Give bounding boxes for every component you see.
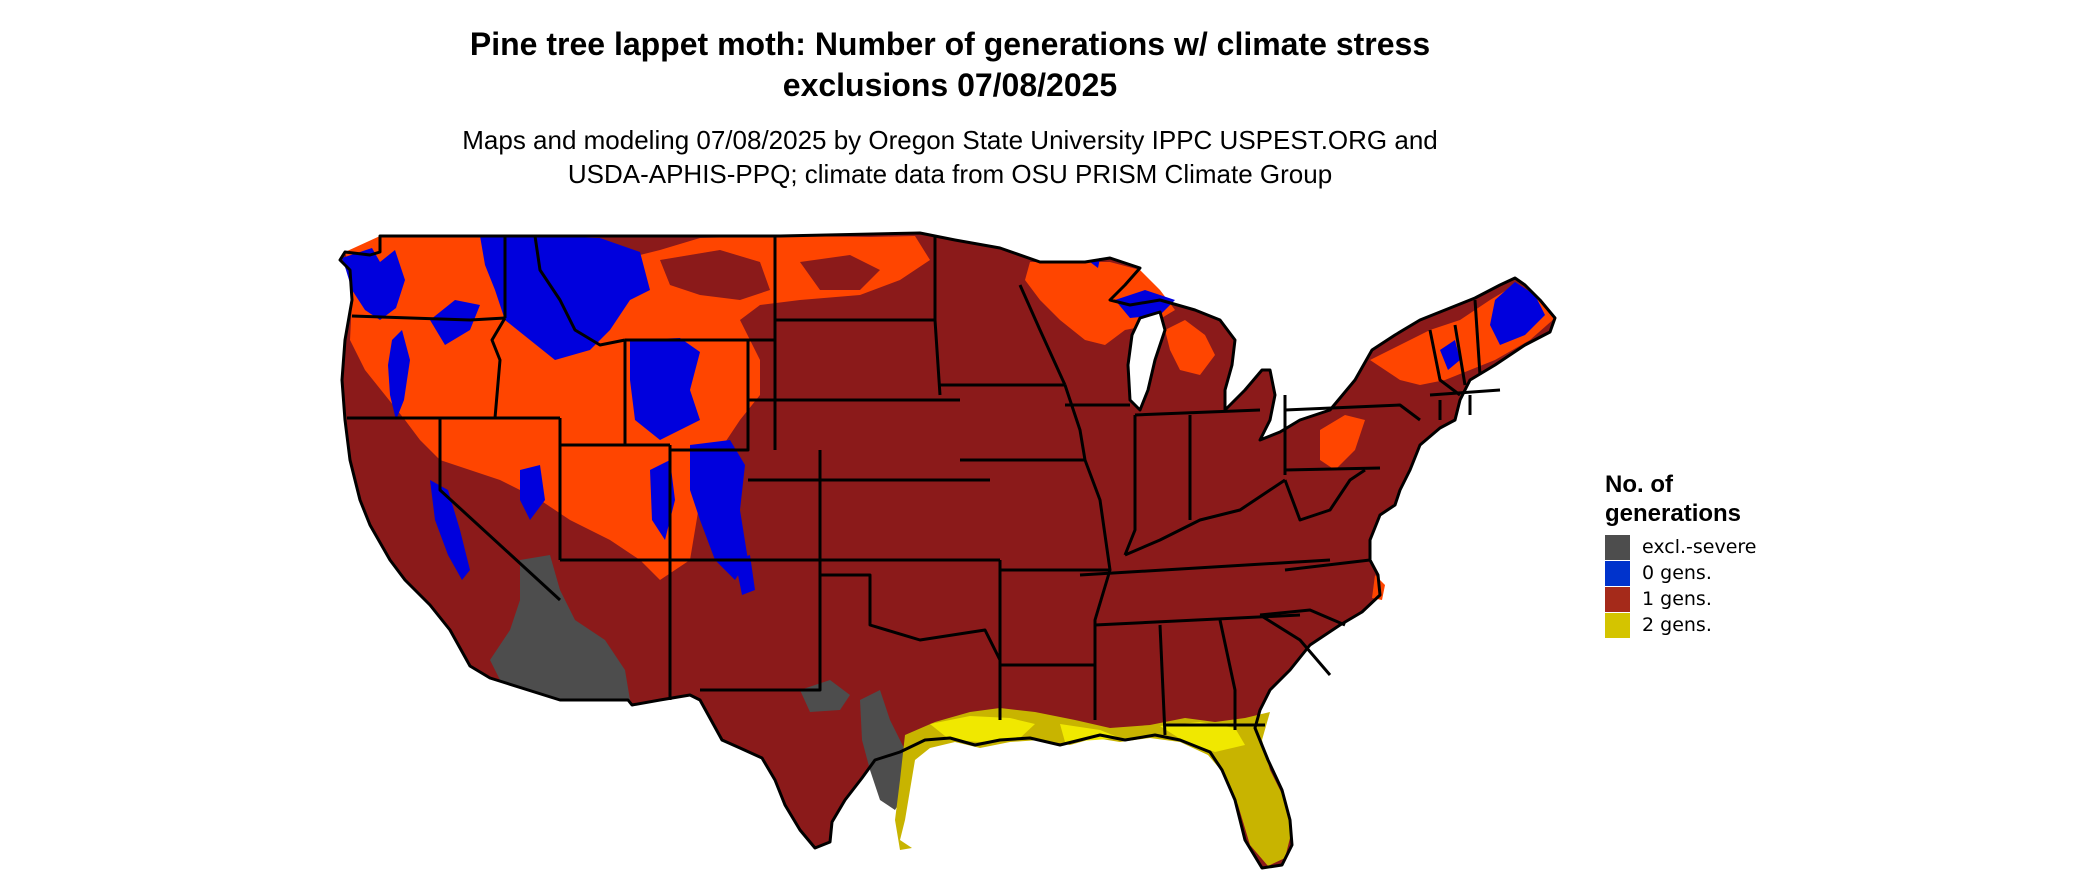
zero-gens-cascades-oregon [388,330,410,420]
bright-red-region-michigan [1165,320,1215,375]
border-pa-md [1284,466,1381,472]
border-wa-or [351,314,506,322]
border-il-in [1123,415,1137,556]
legend-title-line-2: generations [1605,500,1742,527]
legend: No. of generations excl.-severe 0 gens. … [1605,470,1757,638]
border-nh-me [1473,299,1482,376]
border-ms-al [1158,624,1167,736]
legend-label-excluded-severe: excl.-severe [1642,536,1757,558]
border-ok-tx [820,573,1002,661]
legend-item-zero-gens: 0 gens. [1605,560,1757,586]
border-wy-ut-co [668,340,750,452]
two-gens-gulf-coast [895,708,1292,866]
border-ga-sc [1259,613,1332,676]
dark-red-patch-montana [660,250,770,300]
border-ma [1429,388,1501,397]
legend-swatch-zero-gens [1605,560,1630,586]
zero-gens-blue-mountains [430,300,480,345]
map-subtitle-line-1: Maps and modeling 07/08/2025 by Oregon S… [462,125,1438,155]
lake-michigan [1126,310,1167,412]
zero-gens-wyoming [630,338,700,440]
border-ky-tn [1079,558,1331,577]
border-wv-va [1283,468,1366,522]
map-subtitle: Maps and modeling 07/08/2025 by Oregon S… [0,123,1900,191]
border-mn-wi [1018,284,1067,386]
zero-gens-new-mexico [735,555,755,595]
border-oh-ky [1124,478,1286,557]
legend-label-one-gens: 1 gens. [1642,588,1712,610]
border-tn-ms-al-ga [1094,613,1301,627]
zero-gens-adirondacks [1440,340,1460,370]
legend-item-one-gens: 1 gens. [1605,586,1757,612]
legend-title-line-1: No. of [1605,471,1673,498]
map-title-line-2: exclusions 07/08/2025 [782,67,1118,103]
zero-gens-colorado [690,440,748,580]
excluded-south-texas [860,690,910,810]
border-nd-mn [933,236,942,396]
legend-swatch-excluded-severe [1605,534,1630,560]
bright-red-region-appalachia [1320,415,1365,470]
border-ct-ri [1438,395,1472,420]
border-mississippi [1063,384,1112,665]
excluded-west-texas [800,680,850,712]
state-borders [338,231,1557,870]
map-subtitle-line-2: USDA-APHIS-PPQ; climate data from OSU PR… [567,159,1333,189]
national-border [338,231,1557,870]
us-map [320,220,1580,890]
legend-item-excluded-severe: excl.-severe [1605,534,1757,560]
border-vt-nh [1453,324,1467,386]
border-pa-ny [1284,403,1421,422]
legend-swatch-two-gens [1605,612,1630,638]
map-title: Pine tree lappet moth: Number of generat… [0,24,1900,106]
dark-red-patch-dakota [800,255,880,290]
border-id-mt [533,235,626,347]
legend-item-two-gens: 2 gens. [1605,612,1757,638]
border-mi-in-oh [1134,408,1261,417]
zero-gens-sierra-nevada [430,480,470,580]
border-al-ga [1218,619,1237,730]
zero-gens-idaho-montana [480,236,650,360]
two-gens-bright-gulf [930,716,1035,742]
zero-gens-areas [342,236,1545,595]
map-title-line-1: Pine tree lappet moth: Number of generat… [469,26,1431,62]
border-ca-nv [438,418,562,602]
border-or-id [490,317,507,419]
legend-label-zero-gens: 0 gens. [1642,562,1712,584]
border-nm-tx [700,560,822,692]
zero-gens-nevada [520,465,545,520]
border-va-nc [1284,558,1371,572]
legend-title: No. of generations [1605,470,1757,528]
border-ny-vt-nh [1428,329,1461,397]
legend-label-two-gens: 2 gens. [1642,614,1712,636]
excluded-mojave-sonoran [490,555,630,700]
legend-swatch-one-gens [1605,586,1630,612]
border-nc-sc [1259,608,1346,627]
zero-gens-maine [1490,282,1545,345]
us-map-svg [338,231,1557,870]
two-gens-bright-florida-panhandle [1160,722,1245,752]
zero-gens-olympic-cascades [342,248,405,320]
